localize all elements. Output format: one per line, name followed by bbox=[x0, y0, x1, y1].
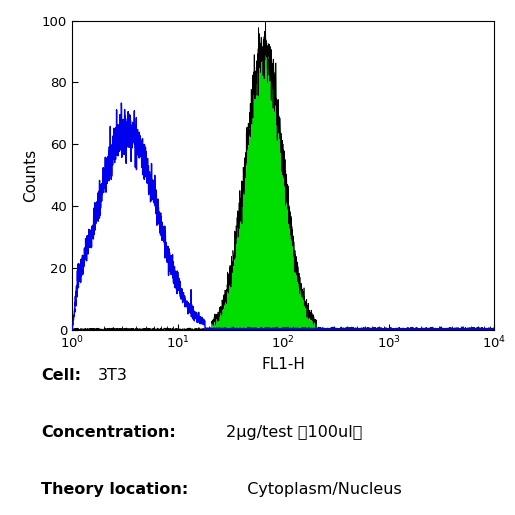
X-axis label: FL1-H: FL1-H bbox=[261, 356, 305, 372]
Y-axis label: Counts: Counts bbox=[23, 148, 38, 202]
Text: Concentration:: Concentration: bbox=[41, 425, 176, 440]
Text: Cytoplasm/Nucleus: Cytoplasm/Nucleus bbox=[237, 482, 402, 496]
Text: Theory location:: Theory location: bbox=[41, 482, 188, 496]
Text: Cell:: Cell: bbox=[41, 368, 81, 383]
Text: 2μg/test （100ul）: 2μg/test （100ul） bbox=[221, 425, 363, 440]
Text: 3T3: 3T3 bbox=[98, 368, 128, 383]
